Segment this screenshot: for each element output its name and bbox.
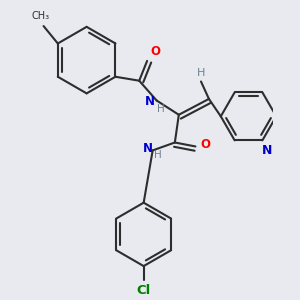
Text: H: H — [158, 104, 165, 114]
Text: O: O — [200, 138, 210, 152]
Text: N: N — [143, 142, 153, 155]
Text: H: H — [154, 150, 162, 161]
Text: N: N — [262, 144, 272, 157]
Text: O: O — [150, 45, 160, 58]
Text: CH₃: CH₃ — [31, 11, 50, 21]
Text: Cl: Cl — [136, 284, 151, 297]
Text: N: N — [145, 95, 155, 108]
Text: H: H — [197, 68, 205, 77]
